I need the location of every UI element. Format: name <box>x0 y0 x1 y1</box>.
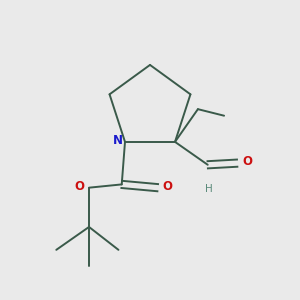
Text: N: N <box>113 134 123 147</box>
Text: O: O <box>242 155 252 168</box>
Text: O: O <box>75 179 85 193</box>
Text: O: O <box>162 179 172 193</box>
Text: H: H <box>206 184 213 194</box>
